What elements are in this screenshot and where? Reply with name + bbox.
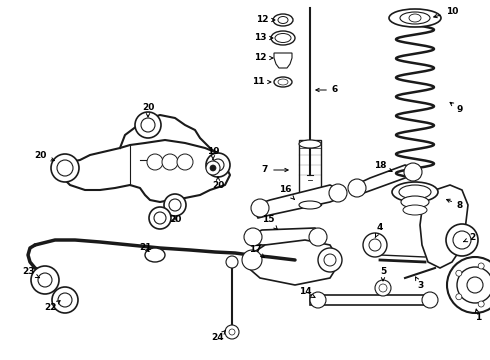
Ellipse shape bbox=[392, 182, 438, 202]
Text: 14: 14 bbox=[299, 288, 315, 297]
Polygon shape bbox=[310, 295, 435, 305]
Circle shape bbox=[244, 228, 262, 246]
Circle shape bbox=[453, 231, 471, 249]
Ellipse shape bbox=[278, 79, 288, 85]
Text: 19: 19 bbox=[207, 148, 220, 159]
Text: 2: 2 bbox=[464, 234, 475, 243]
Ellipse shape bbox=[299, 201, 321, 209]
Ellipse shape bbox=[409, 14, 421, 22]
Circle shape bbox=[467, 277, 483, 293]
Text: 20: 20 bbox=[142, 104, 154, 117]
Circle shape bbox=[422, 292, 438, 308]
Ellipse shape bbox=[145, 248, 165, 262]
Polygon shape bbox=[420, 185, 468, 268]
Circle shape bbox=[456, 294, 462, 300]
Ellipse shape bbox=[275, 33, 291, 42]
Text: 20: 20 bbox=[212, 177, 224, 189]
Ellipse shape bbox=[400, 12, 430, 24]
Circle shape bbox=[457, 267, 490, 303]
Text: 21: 21 bbox=[139, 243, 151, 252]
Text: 7: 7 bbox=[262, 166, 288, 175]
Circle shape bbox=[329, 184, 347, 202]
Circle shape bbox=[447, 257, 490, 313]
Circle shape bbox=[404, 163, 422, 181]
Text: 11: 11 bbox=[252, 77, 271, 86]
Ellipse shape bbox=[399, 185, 431, 199]
Circle shape bbox=[478, 301, 484, 307]
Text: 12: 12 bbox=[254, 54, 273, 63]
Circle shape bbox=[169, 199, 181, 211]
Circle shape bbox=[52, 287, 78, 313]
Circle shape bbox=[57, 160, 73, 176]
Circle shape bbox=[375, 280, 391, 296]
Ellipse shape bbox=[271, 31, 295, 45]
Circle shape bbox=[369, 239, 381, 251]
Polygon shape bbox=[355, 165, 415, 195]
Ellipse shape bbox=[401, 196, 429, 208]
Ellipse shape bbox=[273, 14, 293, 26]
Text: 12: 12 bbox=[256, 15, 275, 24]
Circle shape bbox=[318, 248, 342, 272]
Text: 3: 3 bbox=[416, 277, 423, 289]
Circle shape bbox=[51, 154, 79, 182]
Circle shape bbox=[162, 154, 178, 170]
Circle shape bbox=[164, 194, 186, 216]
Circle shape bbox=[177, 154, 193, 170]
Circle shape bbox=[310, 292, 326, 308]
Text: 9: 9 bbox=[450, 102, 463, 114]
Text: 4: 4 bbox=[375, 224, 383, 238]
Text: 22: 22 bbox=[44, 301, 60, 312]
Circle shape bbox=[210, 165, 216, 171]
Ellipse shape bbox=[403, 205, 427, 215]
Circle shape bbox=[226, 256, 238, 268]
Ellipse shape bbox=[299, 140, 321, 148]
Text: 1: 1 bbox=[475, 309, 481, 323]
Circle shape bbox=[242, 250, 262, 270]
Ellipse shape bbox=[274, 77, 292, 87]
Circle shape bbox=[363, 233, 387, 257]
Text: 17: 17 bbox=[249, 246, 264, 257]
Circle shape bbox=[135, 112, 161, 138]
Bar bbox=[299, 140, 321, 205]
Circle shape bbox=[324, 254, 336, 266]
Circle shape bbox=[58, 293, 72, 307]
Circle shape bbox=[149, 207, 171, 229]
Circle shape bbox=[456, 270, 462, 276]
Text: 24: 24 bbox=[212, 330, 225, 342]
Circle shape bbox=[154, 212, 166, 224]
Text: 16: 16 bbox=[279, 185, 294, 199]
Text: 10: 10 bbox=[434, 8, 458, 18]
Circle shape bbox=[206, 153, 230, 177]
Text: 20: 20 bbox=[34, 150, 54, 161]
Polygon shape bbox=[274, 53, 292, 68]
Text: 23: 23 bbox=[22, 267, 40, 278]
Circle shape bbox=[31, 266, 59, 294]
Text: 13: 13 bbox=[254, 33, 273, 42]
Circle shape bbox=[251, 199, 269, 217]
Ellipse shape bbox=[389, 9, 441, 27]
Polygon shape bbox=[250, 228, 320, 245]
Text: 5: 5 bbox=[380, 267, 386, 281]
Text: 18: 18 bbox=[374, 161, 392, 171]
Circle shape bbox=[446, 224, 478, 256]
Circle shape bbox=[206, 161, 220, 175]
Text: 6: 6 bbox=[316, 85, 338, 94]
Circle shape bbox=[38, 273, 52, 287]
Circle shape bbox=[141, 118, 155, 132]
Text: 8: 8 bbox=[446, 199, 463, 210]
Circle shape bbox=[147, 154, 163, 170]
Polygon shape bbox=[255, 185, 340, 218]
Circle shape bbox=[229, 329, 235, 335]
Text: 15: 15 bbox=[262, 216, 277, 229]
Circle shape bbox=[348, 179, 366, 197]
Circle shape bbox=[478, 263, 484, 269]
Circle shape bbox=[225, 325, 239, 339]
Circle shape bbox=[212, 159, 224, 171]
Polygon shape bbox=[245, 240, 340, 285]
Text: 20: 20 bbox=[169, 216, 181, 225]
Ellipse shape bbox=[278, 17, 288, 23]
Circle shape bbox=[379, 284, 387, 292]
Circle shape bbox=[309, 228, 327, 246]
